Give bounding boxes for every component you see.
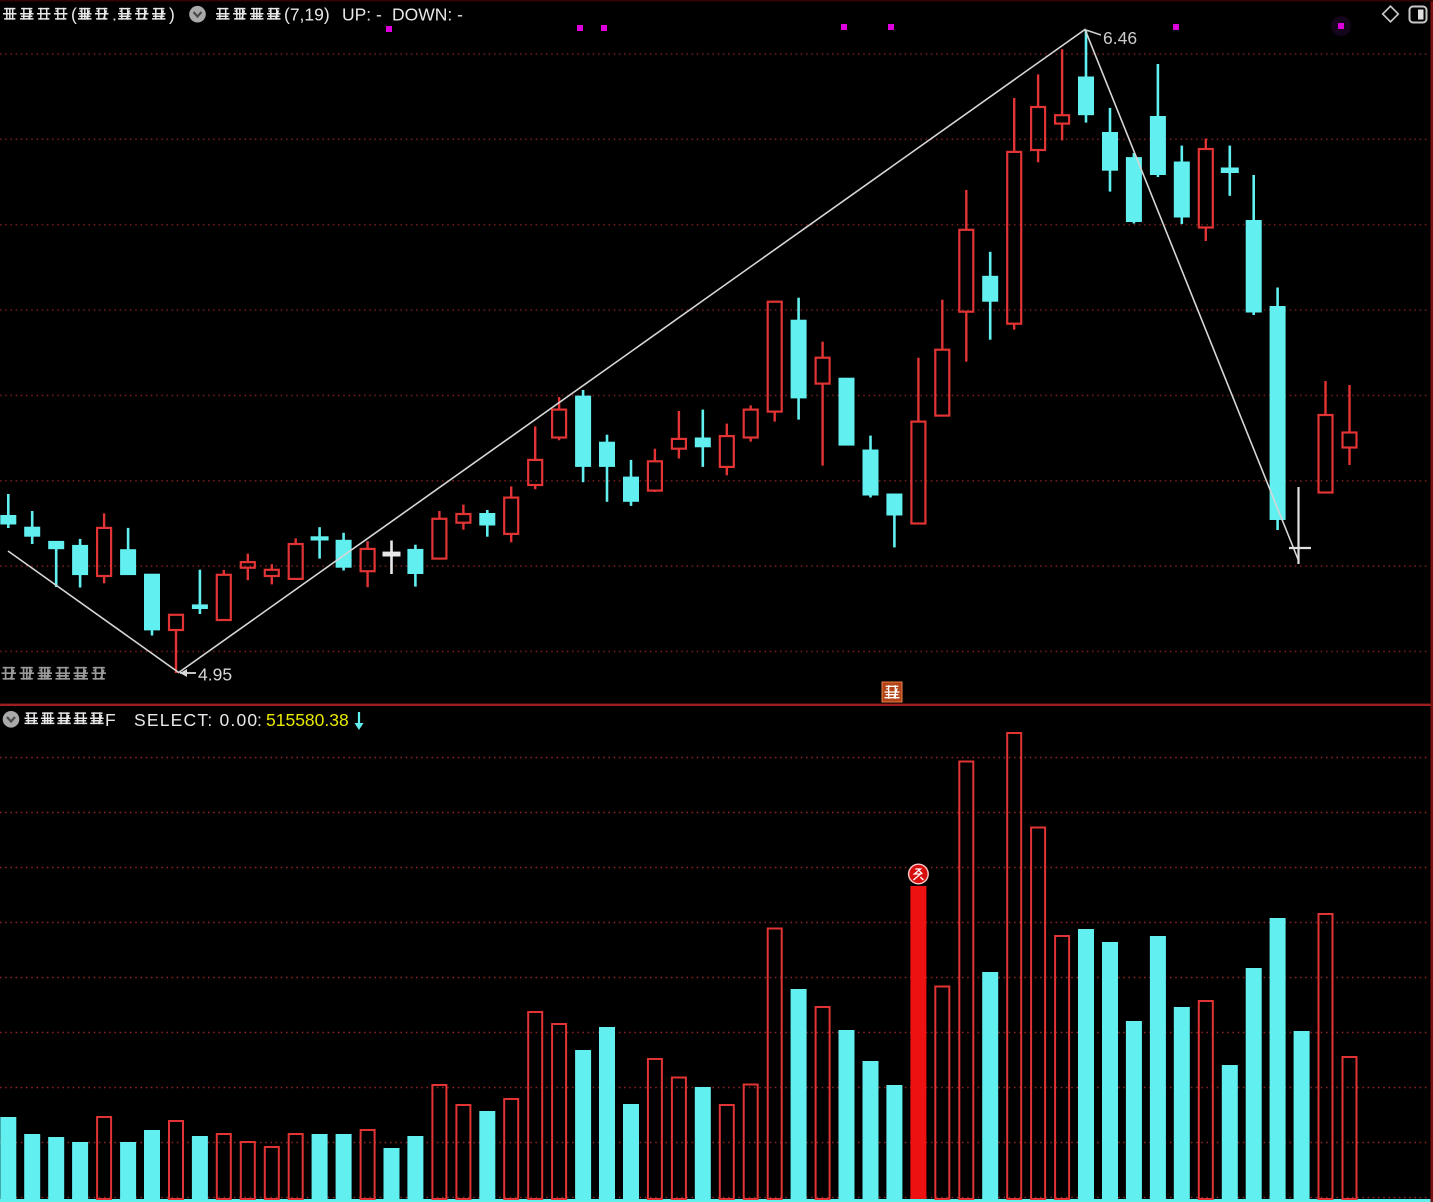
svg-text:4.95: 4.95 (198, 665, 232, 685)
svg-text:DOWN: -: DOWN: - (392, 5, 463, 25)
svg-text:UP: -: UP: - (342, 5, 382, 25)
svg-text:(7,19): (7,19) (284, 5, 330, 25)
svg-text::: : (257, 710, 262, 730)
svg-text:(: ( (71, 5, 77, 25)
svg-text:.: . (112, 5, 117, 25)
svg-text:515580.38: 515580.38 (266, 710, 349, 730)
svg-text:F: F (105, 710, 116, 730)
svg-text:): ) (169, 5, 175, 25)
svg-text:6.46: 6.46 (1103, 28, 1137, 48)
svg-text:SELECT: 0.00: SELECT: 0.00 (134, 710, 258, 730)
